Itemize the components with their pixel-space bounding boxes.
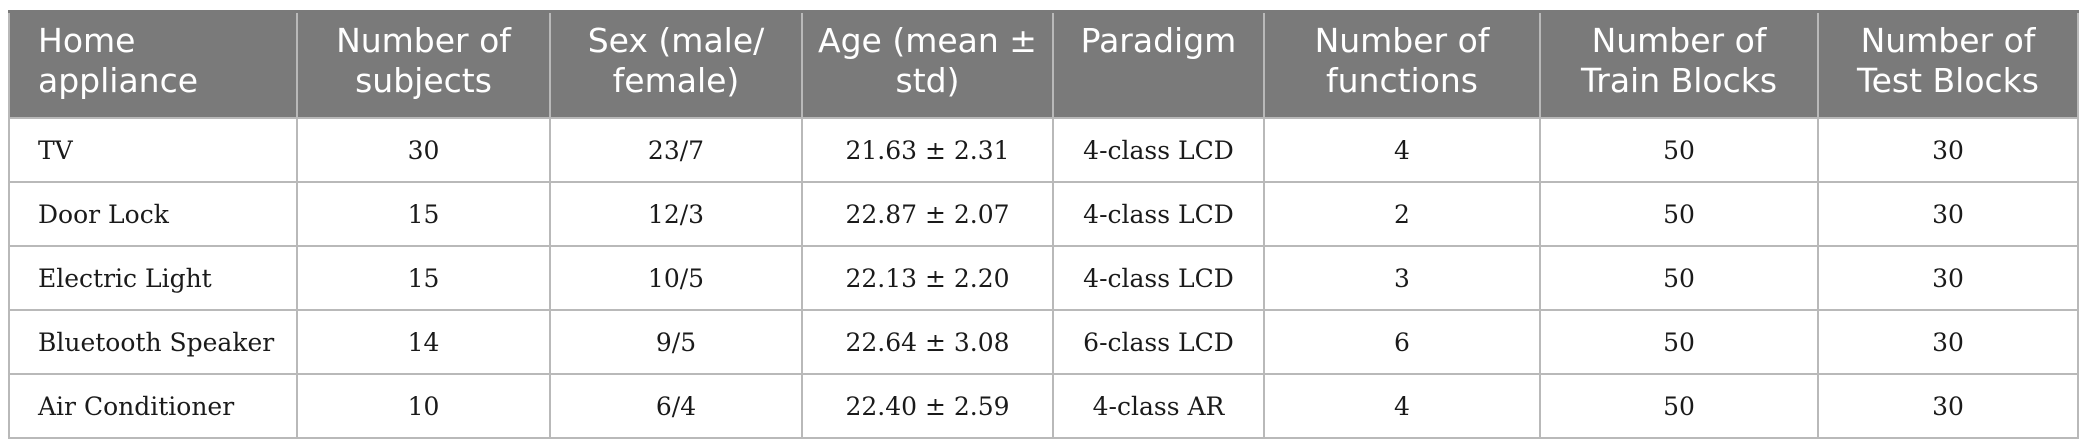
column-header: Home appliance [8, 10, 298, 119]
table-cell: 22.13 ± 2.20 [801, 245, 1054, 311]
table-cell: 14 [296, 309, 551, 375]
table-cell: 15 [296, 245, 551, 311]
table-container: Home appliance Number of subjects Sex (m… [8, 10, 2079, 439]
table-row: Bluetooth Speaker 14 9/5 22.64 ± 3.08 6-… [8, 309, 2079, 375]
table-cell: 6 [1263, 309, 1541, 375]
table-cell: 30 [1817, 245, 2079, 311]
column-header: Number of Train Blocks [1539, 10, 1819, 119]
table-cell: 4-class AR [1052, 373, 1265, 439]
column-header: Age (mean ± std) [801, 10, 1054, 119]
table-cell: 30 [296, 117, 551, 183]
table-cell: 4-class LCD [1052, 245, 1265, 311]
table-cell: 4 [1263, 373, 1541, 439]
column-header: Number of Test Blocks [1817, 10, 2079, 119]
table-cell: 50 [1539, 245, 1819, 311]
table-cell: 30 [1817, 309, 2079, 375]
table-cell: 30 [1817, 373, 2079, 439]
data-table: Home appliance Number of subjects Sex (m… [8, 10, 2079, 439]
table-cell: 10/5 [549, 245, 803, 311]
table-cell: 6-class LCD [1052, 309, 1265, 375]
table-cell: 50 [1539, 373, 1819, 439]
table-row: Electric Light 15 10/5 22.13 ± 2.20 4-cl… [8, 245, 2079, 311]
table-cell: Door Lock [8, 181, 298, 247]
table-cell: 6/4 [549, 373, 803, 439]
table-cell: 4-class LCD [1052, 117, 1265, 183]
column-header: Number of subjects [296, 10, 551, 119]
table-cell: 50 [1539, 117, 1819, 183]
table-row: Air Conditioner 10 6/4 22.40 ± 2.59 4-cl… [8, 373, 2079, 439]
table-cell: 4 [1263, 117, 1541, 183]
table-cell: Air Conditioner [8, 373, 298, 439]
header-row: Home appliance Number of subjects Sex (m… [8, 10, 2079, 119]
table-cell: 10 [296, 373, 551, 439]
table-cell: 30 [1817, 181, 2079, 247]
table-cell: 12/3 [549, 181, 803, 247]
table-cell: 22.87 ± 2.07 [801, 181, 1054, 247]
table-cell: 15 [296, 181, 551, 247]
table-cell: 3 [1263, 245, 1541, 311]
table-cell: 22.40 ± 2.59 [801, 373, 1054, 439]
table-cell: 50 [1539, 181, 1819, 247]
column-header: Number of functions [1263, 10, 1541, 119]
table-cell: 22.64 ± 3.08 [801, 309, 1054, 375]
table-cell: 4-class LCD [1052, 181, 1265, 247]
table-row: TV 30 23/7 21.63 ± 2.31 4-class LCD 4 50… [8, 117, 2079, 183]
table-cell: Electric Light [8, 245, 298, 311]
table-cell: 2 [1263, 181, 1541, 247]
table-row: Door Lock 15 12/3 22.87 ± 2.07 4-class L… [8, 181, 2079, 247]
table-cell: 21.63 ± 2.31 [801, 117, 1054, 183]
column-header: Sex (male/ female) [549, 10, 803, 119]
table-cell: 30 [1817, 117, 2079, 183]
table-cell: 23/7 [549, 117, 803, 183]
table-cell: 9/5 [549, 309, 803, 375]
table-cell: 50 [1539, 309, 1819, 375]
table-cell: Bluetooth Speaker [8, 309, 298, 375]
table-cell: TV [8, 117, 298, 183]
column-header: Paradigm [1052, 10, 1265, 119]
